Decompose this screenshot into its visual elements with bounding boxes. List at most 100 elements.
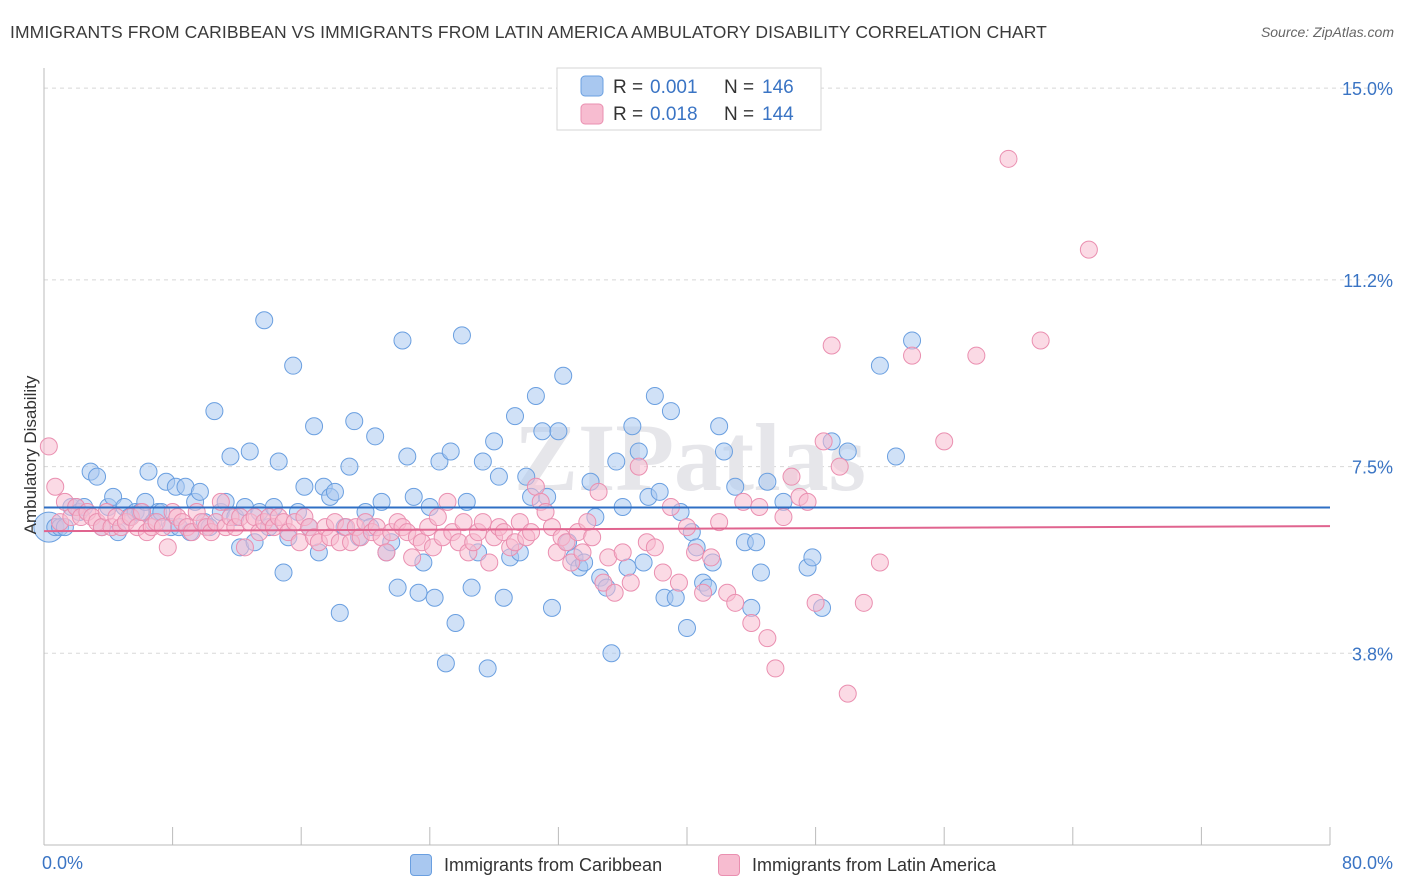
point-latin (742, 614, 761, 632)
point-caribbean (714, 442, 733, 461)
point-latin (594, 573, 613, 592)
point-latin (629, 457, 648, 476)
point-caribbean (462, 578, 481, 597)
point-caribbean (489, 467, 508, 486)
point-latin (782, 467, 801, 486)
point-latin (814, 432, 833, 451)
point-latin (999, 149, 1018, 168)
point-latin (536, 503, 555, 521)
y-tick-label: 3.8% (1352, 644, 1393, 664)
point-latin (454, 513, 473, 532)
point-latin (480, 553, 499, 572)
point-caribbean (388, 578, 407, 597)
legend-swatch-caribbean (580, 75, 604, 97)
point-caribbean (554, 366, 573, 385)
point-caribbean (221, 447, 240, 466)
point-caribbean (886, 447, 905, 466)
point-caribbean (607, 452, 626, 471)
point-caribbean (661, 402, 680, 421)
point-latin (39, 437, 58, 456)
y-tick-labels: 3.8% 7.5% 11.2% 15.0% (1342, 79, 1393, 664)
point-latin (838, 684, 857, 703)
point-caribbean (240, 442, 259, 461)
legend-swatch-latin (580, 103, 604, 125)
point-caribbean (430, 452, 449, 471)
point-caribbean (666, 588, 685, 607)
trend-lines (43, 506, 1331, 533)
point-caribbean (629, 442, 648, 461)
chart-title: IMMIGRANTS FROM CARIBBEAN VS IMMIGRANTS … (10, 22, 1047, 42)
point-caribbean (478, 659, 497, 678)
point-latin (377, 543, 396, 562)
point-caribbean (274, 563, 293, 582)
point-latin (403, 548, 422, 567)
point-caribbean (441, 442, 460, 461)
point-caribbean (602, 644, 621, 663)
point-latin (562, 553, 581, 572)
point-latin (589, 482, 608, 501)
legend-n-value-2: 144 (762, 104, 794, 125)
point-caribbean (803, 548, 822, 567)
trend-line-latin (43, 525, 1331, 533)
point-caribbean (494, 588, 513, 607)
point-latin (678, 518, 696, 537)
bottom-legend-label-caribbean: Immigrants from Caribbean (444, 854, 663, 875)
legend-n-value-1: 146 (762, 77, 794, 98)
point-caribbean (618, 558, 637, 577)
point-latin (158, 538, 177, 557)
point-caribbean (452, 326, 471, 345)
point-latin (870, 553, 889, 572)
point-latin (211, 492, 230, 511)
series-caribbean-points (33, 311, 922, 678)
axes (43, 68, 1331, 846)
legend-n-label-2: N = (724, 104, 754, 125)
point-caribbean (446, 614, 465, 632)
bottom-legend-latin: Immigrants from Latin America (718, 852, 996, 878)
point-caribbean (710, 417, 729, 436)
point-caribbean (284, 356, 303, 375)
point-latin (822, 336, 841, 355)
point-latin (573, 543, 592, 562)
point-latin (645, 538, 664, 557)
point-latin (903, 346, 922, 365)
point-latin (1031, 331, 1050, 350)
point-latin (798, 492, 817, 511)
grid-lines (44, 87, 1392, 654)
point-latin (774, 508, 793, 527)
bottom-legend-label-latin: Immigrants from Latin America (752, 854, 997, 875)
point-caribbean (436, 654, 455, 673)
point-caribbean (393, 331, 412, 350)
point-caribbean (269, 452, 288, 471)
point-caribbean (404, 487, 423, 506)
point-caribbean (340, 457, 359, 476)
point-latin (726, 593, 745, 612)
bottom-legend-swatch-caribbean (410, 854, 432, 876)
x-tick-label-max: 80.0% (1342, 853, 1393, 873)
point-latin (46, 477, 65, 496)
point-caribbean (398, 447, 417, 466)
point-latin (935, 432, 954, 451)
bottom-legend-swatch-latin (718, 854, 740, 876)
y-tick-label: 7.5% (1352, 458, 1393, 478)
point-latin (758, 629, 777, 648)
point-latin (583, 528, 602, 547)
point-latin (473, 513, 492, 532)
point-caribbean (747, 533, 766, 552)
point-latin (710, 513, 729, 532)
point-caribbean (139, 462, 158, 481)
point-latin (494, 523, 513, 542)
y-tick-label: 11.2% (1343, 271, 1393, 291)
point-caribbean (870, 356, 889, 375)
point-latin (133, 503, 152, 521)
point-latin (428, 508, 447, 527)
point-caribbean (903, 331, 922, 350)
point-latin (605, 583, 624, 602)
legend-r-label-2: R = (613, 104, 643, 125)
point-latin (522, 523, 541, 542)
y-axis-label: Ambulatory Disability (21, 375, 40, 534)
point-latin (766, 659, 785, 678)
bottom-legend-caribbean: Immigrants from Caribbean (410, 852, 662, 878)
point-caribbean (366, 427, 385, 446)
point-latin (613, 543, 632, 562)
point-caribbean (526, 386, 545, 405)
